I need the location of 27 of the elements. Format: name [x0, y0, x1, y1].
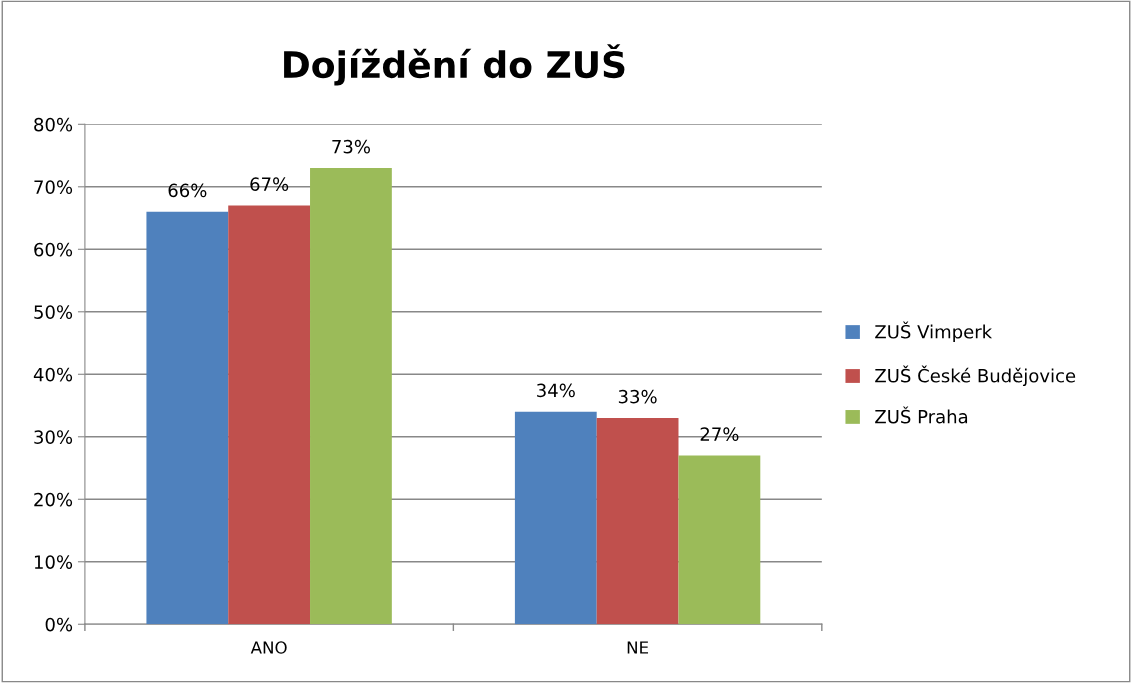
- data-label: 67%: [250, 177, 289, 191]
- y-tick-label: 10%: [34, 555, 73, 569]
- legend-label: ZUŠ Vimperk: [875, 321, 993, 343]
- bar: [228, 205, 311, 625]
- bar: [310, 168, 392, 625]
- bar: [146, 211, 229, 625]
- bar: [678, 455, 761, 625]
- y-tick-label: 50%: [34, 305, 73, 319]
- data-label: 73%: [332, 139, 370, 154]
- y-tick-label: 0%: [45, 617, 73, 632]
- bar: [596, 418, 679, 625]
- data-label: 66%: [168, 183, 207, 198]
- data-label: 34%: [537, 383, 575, 398]
- y-tick-label: 30%: [34, 430, 73, 444]
- x-tick-label: NE: [627, 641, 649, 654]
- legend-label: ZUŠ Praha: [875, 406, 968, 424]
- bar: [514, 411, 597, 625]
- data-label: 27%: [700, 427, 739, 441]
- y-tick-label: 20%: [34, 492, 73, 507]
- y-tick-label: 80%: [34, 117, 73, 132]
- x-tick-label: ANO: [250, 641, 287, 654]
- y-tick-label: 60%: [34, 242, 73, 257]
- y-tick-label: 70%: [34, 180, 73, 194]
- chart-title: Dojíždění do ZUŠ: [284, 44, 625, 86]
- y-tick-label: 40%: [33, 367, 73, 382]
- legend-label: ZUŠ České Budějovice: [875, 365, 1076, 387]
- data-label: 33%: [618, 389, 657, 404]
